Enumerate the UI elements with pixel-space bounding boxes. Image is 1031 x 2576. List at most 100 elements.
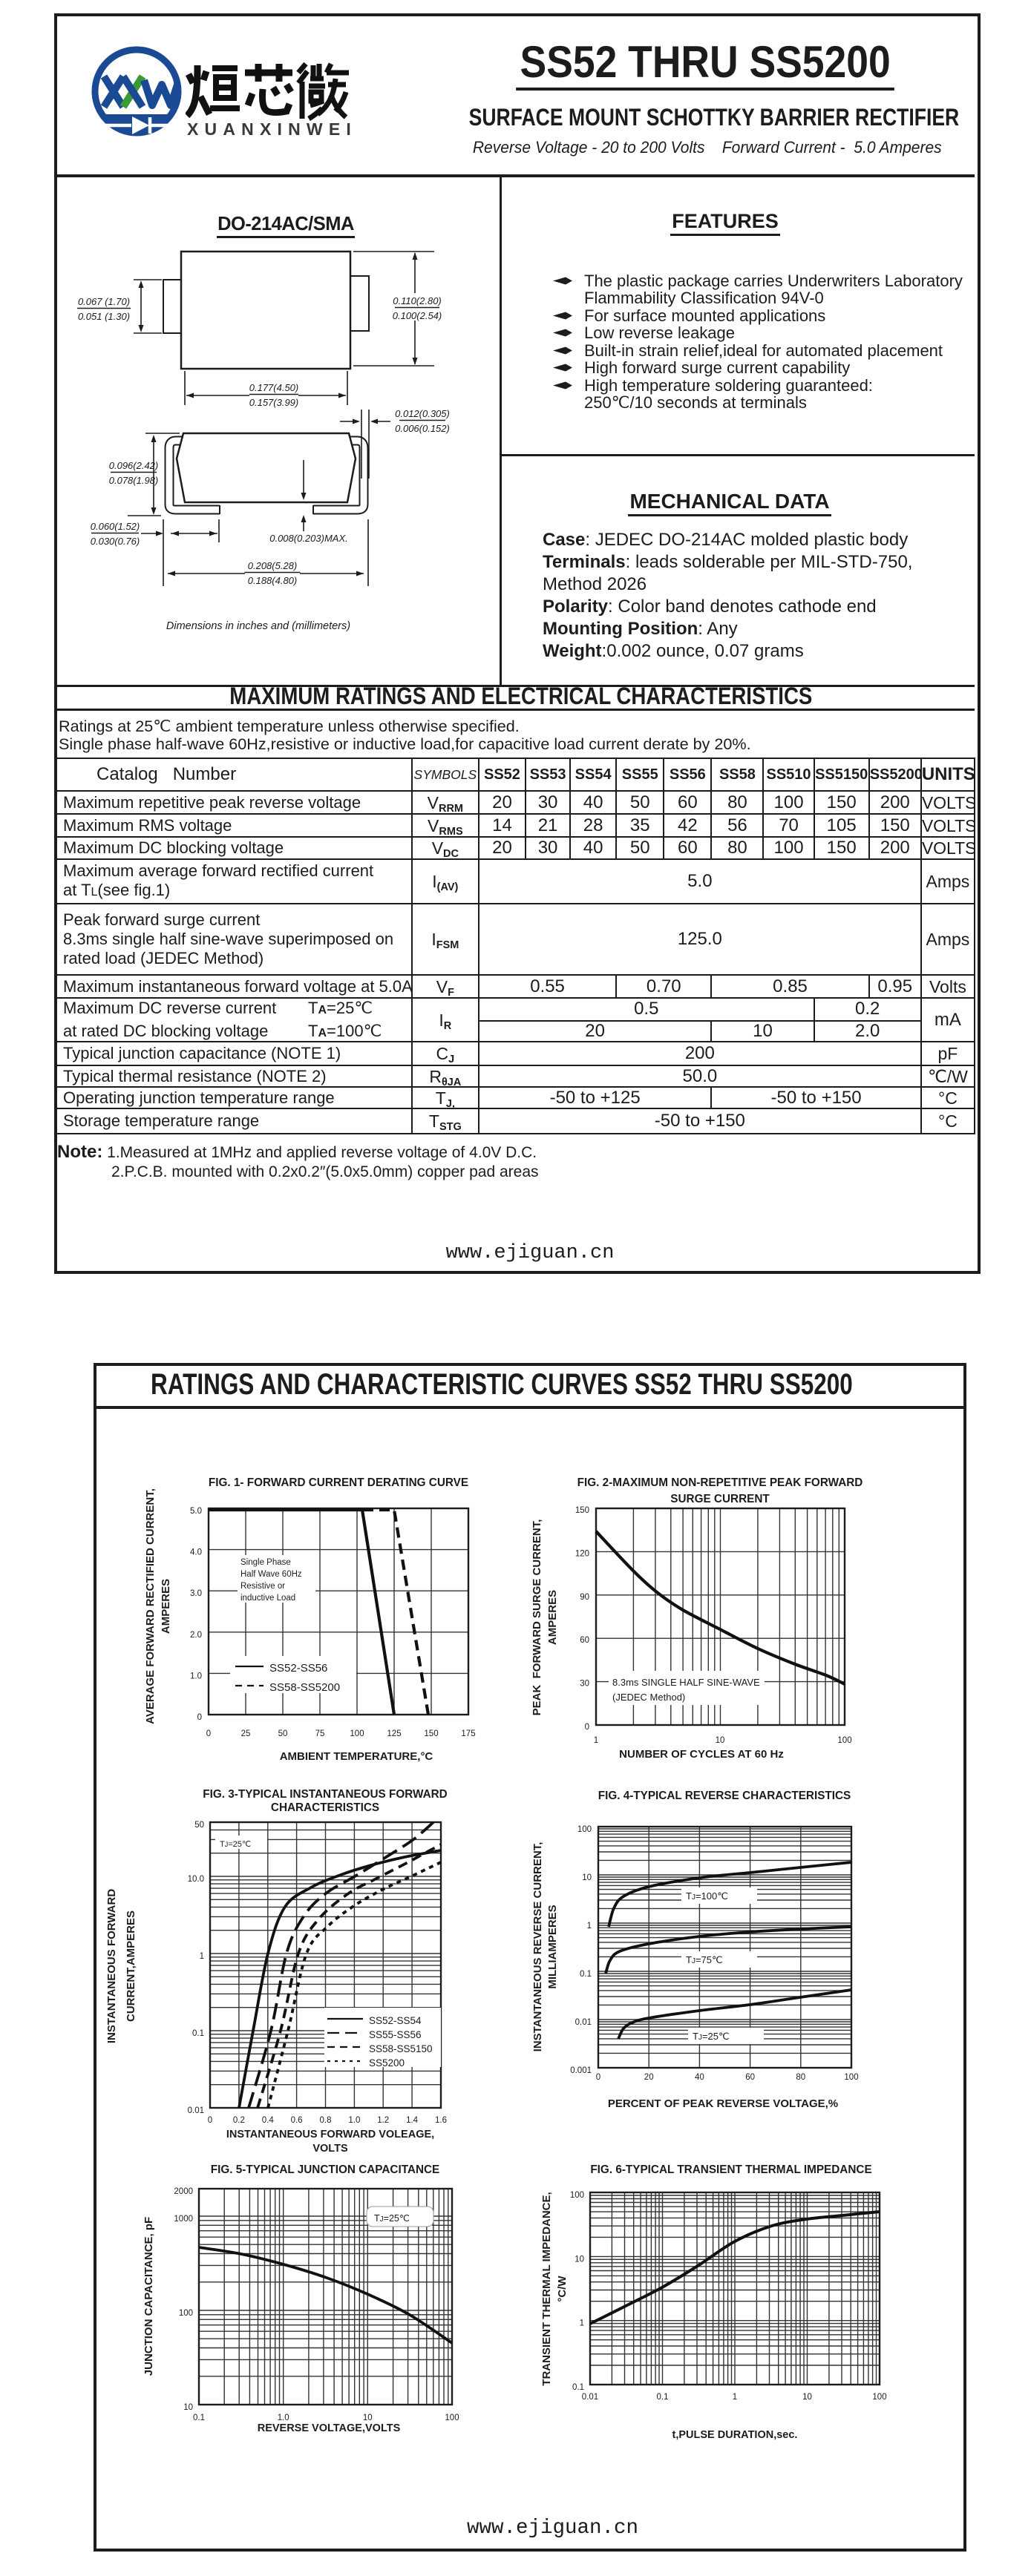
svg-text:0.177(4.50): 0.177(4.50): [249, 382, 299, 393]
svg-text:0.078(1.98): 0.078(1.98): [109, 475, 159, 486]
svg-text:CHARACTERISTICS: CHARACTERISTICS: [271, 1801, 379, 1814]
svg-text:60: 60: [745, 2073, 755, 2082]
svg-text:0.01: 0.01: [188, 2106, 204, 2115]
svg-text:Half Wave 60Hz: Half Wave 60Hz: [240, 1570, 302, 1579]
svg-text:0.012(0.305): 0.012(0.305): [395, 408, 450, 419]
svg-text:0.100(2.54): 0.100(2.54): [393, 310, 442, 321]
svg-text:1: 1: [733, 2393, 737, 2402]
svg-text:0.006(0.152): 0.006(0.152): [395, 423, 450, 434]
svg-text:FIG. 4-TYPICAL REVERSE CHARACT: FIG. 4-TYPICAL REVERSE CHARACTERISTICS: [598, 1790, 851, 1802]
svg-text:150: 150: [424, 1729, 438, 1738]
svg-text:INSTANTANEOUS REVERSE CURRENT,: INSTANTANEOUS REVERSE CURRENT,: [531, 1842, 544, 2052]
svg-text:10: 10: [183, 2403, 193, 2412]
svg-text:SS52-SS54: SS52-SS54: [369, 2015, 422, 2026]
svg-text:5.0: 5.0: [190, 1507, 202, 1516]
svg-text:20: 20: [644, 2073, 654, 2082]
svg-text:8.3ms SINGLE HALF SINE-WAVE: 8.3ms SINGLE HALF SINE-WAVE: [612, 1677, 760, 1688]
svg-text:0.188(4.80): 0.188(4.80): [248, 575, 298, 586]
svg-text:Resistive or: Resistive or: [240, 1582, 285, 1591]
svg-text:TJ=25℃: TJ=25℃: [693, 2031, 730, 2042]
svg-text:1.6: 1.6: [435, 2116, 447, 2125]
svg-text:0.030(0.76): 0.030(0.76): [91, 536, 140, 547]
svg-text:AMBIENT TEMPERATURE,°C: AMBIENT TEMPERATURE,°C: [280, 1750, 433, 1763]
svg-text:0.051 (1.30): 0.051 (1.30): [78, 311, 130, 322]
svg-text:1000: 1000: [174, 2215, 193, 2224]
svg-text:SURGE CURRENT: SURGE CURRENT: [670, 1493, 770, 1505]
svg-text:AMPERES: AMPERES: [546, 1590, 559, 1645]
svg-text:1: 1: [580, 2319, 584, 2328]
svg-text:30: 30: [580, 1680, 589, 1689]
svg-text:0.2: 0.2: [233, 2116, 245, 2125]
svg-text:0: 0: [585, 1723, 589, 1732]
svg-text:TJ=100℃: TJ=100℃: [686, 1890, 728, 1902]
svg-text:REVERSE VOLTAGE,VOLTS: REVERSE VOLTAGE,VOLTS: [258, 2422, 401, 2434]
svg-text:1: 1: [200, 1952, 204, 1961]
svg-text:SS55-SS56: SS55-SS56: [369, 2029, 422, 2040]
svg-text:60: 60: [580, 1636, 589, 1645]
svg-text:0.157(3.99): 0.157(3.99): [249, 397, 299, 408]
svg-text:0.01: 0.01: [575, 2018, 592, 2027]
svg-text:100: 100: [179, 2309, 193, 2318]
svg-text:40: 40: [695, 2073, 704, 2082]
svg-text:MILLIAMPERES: MILLIAMPERES: [546, 1905, 559, 1988]
svg-text:TJ=75℃: TJ=75℃: [686, 1954, 723, 1965]
svg-text:3.0: 3.0: [190, 1589, 202, 1598]
svg-text:AMPERES: AMPERES: [160, 1579, 172, 1634]
svg-text:VOLTS: VOLTS: [312, 2143, 348, 2155]
svg-text:PEAK FORWARD SURGE CURRENT,: PEAK FORWARD SURGE CURRENT,: [531, 1519, 543, 1716]
svg-text:100: 100: [577, 1825, 592, 1834]
svg-text:0.1: 0.1: [657, 2393, 669, 2402]
svg-text:0.4: 0.4: [262, 2116, 275, 2125]
svg-text:FIG. 3-TYPICAL INSTANTANEOUS F: FIG. 3-TYPICAL INSTANTANEOUS FORWARD: [203, 1788, 447, 1801]
svg-text:INSTANTANEOUS FORWARD VOLEAGE,: INSTANTANEOUS FORWARD VOLEAGE,: [226, 2129, 434, 2140]
svg-text:0.1: 0.1: [192, 2029, 204, 2038]
svg-text:90: 90: [580, 1593, 589, 1602]
svg-text:CURRENT,AMPERES: CURRENT,AMPERES: [125, 1910, 137, 2022]
svg-text:2.0: 2.0: [190, 1631, 202, 1640]
svg-text:175: 175: [461, 1729, 475, 1738]
svg-text:FIG. 5-TYPICAL JUNCTION CAPACI: FIG. 5-TYPICAL JUNCTION CAPACITANCE: [211, 2163, 440, 2176]
svg-text:100: 100: [872, 2393, 886, 2402]
svg-text:SS52-SS56: SS52-SS56: [269, 1662, 327, 1675]
svg-text:0.6: 0.6: [291, 2116, 303, 2125]
svg-text:1.0: 1.0: [348, 2116, 360, 2125]
svg-text:2000: 2000: [174, 2187, 193, 2196]
svg-text:0.001: 0.001: [570, 2066, 592, 2075]
svg-text:NUMBER OF CYCLES AT 60 Hz: NUMBER OF CYCLES AT 60 Hz: [619, 1748, 784, 1761]
svg-text:JUNCTION CAPACITANCE, pF: JUNCTION CAPACITANCE, pF: [143, 2217, 155, 2376]
svg-text:0.008(0.203)MAX.: 0.008(0.203)MAX.: [269, 533, 348, 544]
svg-text:50: 50: [194, 1821, 204, 1830]
svg-text:100: 100: [350, 1729, 364, 1738]
svg-text:0.060(1.52): 0.060(1.52): [91, 521, 140, 532]
svg-text:10: 10: [582, 1873, 592, 1882]
svg-text:FIG. 2-MAXIMUM NON-REPETITIVE: FIG. 2-MAXIMUM NON-REPETITIVE PEAK FORWA…: [577, 1476, 863, 1489]
svg-text:INSTANTANEOUS FORWARD: INSTANTANEOUS FORWARD: [105, 1889, 118, 2043]
svg-text:100: 100: [570, 2191, 584, 2200]
svg-text:inductive Load: inductive Load: [240, 1594, 295, 1603]
svg-text:100: 100: [837, 1736, 851, 1745]
svg-text:0.208(5.28): 0.208(5.28): [248, 560, 298, 571]
svg-text:125: 125: [387, 1729, 401, 1738]
svg-text:°C/W: °C/W: [556, 2276, 569, 2302]
svg-text:0: 0: [206, 1729, 211, 1738]
svg-text:1.0: 1.0: [190, 1672, 202, 1680]
svg-text:10: 10: [802, 2393, 812, 2402]
svg-text:0.096(2.42): 0.096(2.42): [109, 460, 159, 471]
svg-text:t,PULSE DURATION,sec.: t,PULSE DURATION,sec.: [672, 2429, 798, 2441]
svg-text:TRANSIENT THERMAL IMPEDANCE,: TRANSIENT THERMAL IMPEDANCE,: [540, 2192, 553, 2385]
svg-text:0.1: 0.1: [580, 1970, 592, 1979]
svg-text:0.8: 0.8: [320, 2116, 332, 2125]
svg-text:0: 0: [197, 1713, 202, 1722]
svg-text:0.067 (1.70): 0.067 (1.70): [78, 296, 130, 307]
svg-text:FIG. 1- FORWARD CURRENT DERATI: FIG. 1- FORWARD CURRENT DERATING CURVE: [209, 1476, 468, 1489]
svg-text:120: 120: [575, 1549, 589, 1558]
svg-text:10.0: 10.0: [188, 1875, 204, 1884]
svg-text:80: 80: [796, 2073, 805, 2082]
svg-text:25: 25: [241, 1729, 251, 1738]
svg-text:10: 10: [575, 2255, 584, 2264]
svg-text:75: 75: [315, 1729, 325, 1738]
svg-text:150: 150: [575, 1506, 589, 1515]
svg-text:(JEDEC Method): (JEDEC Method): [612, 1692, 685, 1703]
svg-text:4.0: 4.0: [190, 1548, 202, 1557]
svg-text:0.01: 0.01: [582, 2393, 598, 2402]
